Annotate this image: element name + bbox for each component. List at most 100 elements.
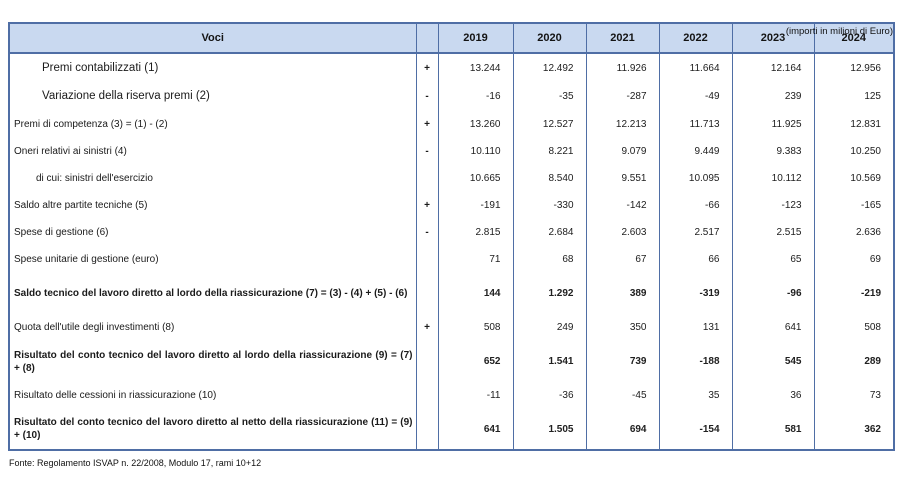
table-row: Premi di competenza (3) = (1) - (2) + 13… [8,111,895,138]
value-cell: 508 [813,314,895,341]
row-sign: + [415,314,439,341]
value-cell: -66 [658,192,733,219]
value-cell: 9.551 [585,165,660,192]
value-cell: 12.164 [731,53,815,82]
value-cell: 581 [731,409,815,450]
value-cell: 545 [731,341,815,382]
value-cell: 12.527 [512,111,587,138]
row-label: Risultato del conto tecnico del lavoro d… [8,341,417,382]
column-header-year-2023: 2023 [731,23,815,54]
header-row: Voci 2019 2020 2021 2022 2023 2024 [8,23,895,54]
value-cell: -11 [437,382,514,409]
value-cell: -219 [813,273,895,314]
table-row: Oneri relativi ai sinistri (4) - 10.110 … [8,138,895,165]
value-cell: 10.110 [437,138,514,165]
column-header-voci: Voci [8,23,417,54]
value-cell: 12.956 [813,53,895,82]
value-cell: 10.095 [658,165,733,192]
row-label: di cui: sinistri dell'esercizio [8,165,417,192]
table-row: Risultato del conto tecnico del lavoro d… [8,341,895,382]
value-cell: 8.540 [512,165,587,192]
value-cell: -45 [585,382,660,409]
value-cell: 66 [658,246,733,273]
value-cell: 289 [813,341,895,382]
value-cell: 8.221 [512,138,587,165]
table-row: Quota dell'utile degli investimenti (8) … [8,314,895,341]
table-row: Spese unitarie di gestione (euro) 71 68 … [8,246,895,273]
value-cell: -188 [658,341,733,382]
row-label: Saldo altre partite tecniche (5) [8,192,417,219]
value-cell: 73 [813,382,895,409]
value-cell: 10.250 [813,138,895,165]
value-cell: 350 [585,314,660,341]
table-row: di cui: sinistri dell'esercizio 10.665 8… [8,165,895,192]
value-cell: 13.244 [437,53,514,82]
column-header-year-2019: 2019 [437,23,514,54]
value-cell: -142 [585,192,660,219]
row-sign: + [415,53,439,82]
table-row: Spese di gestione (6) - 2.815 2.684 2.60… [8,219,895,246]
value-cell: 1.541 [512,341,587,382]
row-sign [415,409,439,450]
row-sign [415,165,439,192]
value-cell: 13.260 [437,111,514,138]
report-page: (importi in milioni di Euro) Voci 2019 2… [0,22,897,492]
value-cell: -123 [731,192,815,219]
row-label: Saldo tecnico del lavoro diretto al lord… [8,273,417,314]
row-label: Variazione della riserva premi (2) [8,82,417,111]
value-cell: -191 [437,192,514,219]
value-cell: -36 [512,382,587,409]
row-sign: - [415,82,439,111]
value-cell: -35 [512,82,587,111]
value-cell: 65 [731,246,815,273]
value-cell: 652 [437,341,514,382]
value-cell: 641 [731,314,815,341]
value-cell: 11.664 [658,53,733,82]
value-cell: 68 [512,246,587,273]
value-cell: 694 [585,409,660,450]
table-row: Saldo altre partite tecniche (5) + -191 … [8,192,895,219]
value-cell: -154 [658,409,733,450]
table-row: Variazione della riserva premi (2) - -16… [8,82,895,111]
value-cell: 71 [437,246,514,273]
row-sign: + [415,192,439,219]
row-sign: - [415,219,439,246]
value-cell: 2.517 [658,219,733,246]
value-cell: 36 [731,382,815,409]
value-cell: 144 [437,273,514,314]
column-header-year-2022: 2022 [658,23,733,54]
value-cell: 12.492 [512,53,587,82]
value-cell: 249 [512,314,587,341]
row-label: Risultato delle cessioni in riassicurazi… [8,382,417,409]
value-cell: 2.815 [437,219,514,246]
value-cell: 11.925 [731,111,815,138]
value-cell: 239 [731,82,815,111]
value-cell: 125 [813,82,895,111]
row-label: Spese di gestione (6) [8,219,417,246]
value-cell: 508 [437,314,514,341]
row-label: Premi contabilizzati (1) [8,53,417,82]
value-cell: -96 [731,273,815,314]
table-row: Risultato delle cessioni in riassicurazi… [8,382,895,409]
column-header-year-2020: 2020 [512,23,587,54]
value-cell: 10.665 [437,165,514,192]
value-cell: 389 [585,273,660,314]
value-cell: 12.213 [585,111,660,138]
value-cell: -16 [437,82,514,111]
column-header-sign [415,23,439,54]
source-note: Fonte: Regolamento ISVAP n. 22/2008, Mod… [9,458,262,468]
units-note: (importi in milioni di Euro) [785,26,893,37]
row-sign [415,246,439,273]
row-label: Risultato del conto tecnico del lavoro d… [8,409,417,450]
value-cell: 1.505 [512,409,587,450]
value-cell: 9.383 [731,138,815,165]
row-sign [415,341,439,382]
value-cell: 641 [437,409,514,450]
value-cell: 2.684 [512,219,587,246]
value-cell: 10.569 [813,165,895,192]
value-cell: 131 [658,314,733,341]
row-label: Premi di competenza (3) = (1) - (2) [8,111,417,138]
value-cell: -49 [658,82,733,111]
row-label: Spese unitarie di gestione (euro) [8,246,417,273]
value-cell: 10.112 [731,165,815,192]
